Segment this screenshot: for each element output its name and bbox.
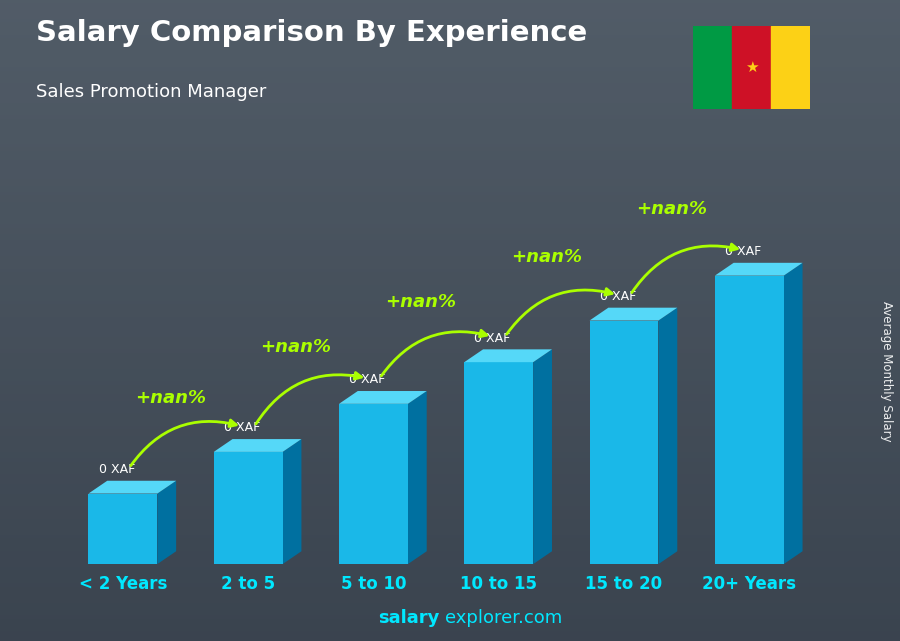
Polygon shape (590, 308, 678, 320)
Text: explorer.com: explorer.com (446, 609, 562, 627)
Bar (213, 452, 283, 564)
Text: salary: salary (378, 609, 439, 627)
Text: +nan%: +nan% (260, 338, 331, 356)
Bar (88, 494, 158, 564)
Polygon shape (464, 349, 552, 362)
Polygon shape (408, 391, 427, 564)
Text: +nan%: +nan% (511, 248, 582, 266)
Bar (339, 404, 408, 564)
Polygon shape (784, 263, 803, 564)
Text: +nan%: +nan% (385, 293, 456, 311)
Text: +nan%: +nan% (636, 200, 707, 218)
Polygon shape (88, 481, 176, 494)
Text: Sales Promotion Manager: Sales Promotion Manager (36, 83, 266, 101)
Bar (771, 26, 810, 109)
Bar (464, 362, 533, 564)
Text: 0 XAF: 0 XAF (98, 463, 135, 476)
Bar (693, 26, 732, 109)
Polygon shape (715, 263, 803, 276)
Text: 0 XAF: 0 XAF (474, 331, 510, 344)
Bar (715, 276, 784, 564)
Text: 0 XAF: 0 XAF (224, 421, 260, 435)
Text: Salary Comparison By Experience: Salary Comparison By Experience (36, 19, 587, 47)
Bar (732, 26, 771, 109)
Text: 0 XAF: 0 XAF (599, 290, 636, 303)
Text: 0 XAF: 0 XAF (724, 245, 761, 258)
Polygon shape (339, 391, 427, 404)
Text: +nan%: +nan% (135, 389, 206, 407)
Polygon shape (158, 481, 176, 564)
Bar (590, 320, 659, 564)
Polygon shape (533, 349, 552, 564)
Text: Average Monthly Salary: Average Monthly Salary (880, 301, 893, 442)
Text: ★: ★ (744, 60, 759, 75)
Polygon shape (283, 439, 302, 564)
Polygon shape (213, 439, 302, 452)
Text: 0 XAF: 0 XAF (349, 373, 385, 386)
Polygon shape (659, 308, 678, 564)
